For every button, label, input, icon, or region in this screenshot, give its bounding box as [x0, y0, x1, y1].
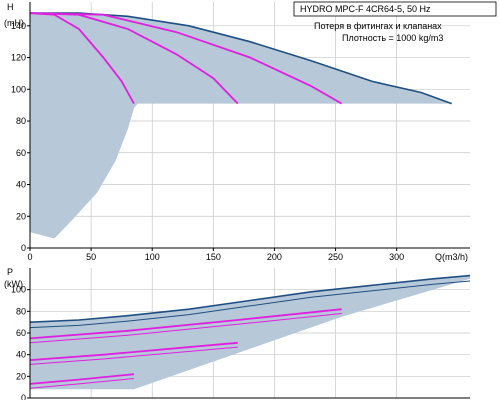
head-operating-region	[30, 13, 452, 239]
chart-title: HYDRO MPC-F 4CR64-5, 50 Hz	[300, 4, 431, 14]
head-y-tick-label: 20	[16, 211, 26, 221]
power-pump-curve-lower-1	[29, 378, 134, 389]
power-pump-curve-lower-2	[29, 346, 238, 365]
head-x-tick-label: 300	[389, 252, 404, 262]
head-y-tick-label: 60	[16, 148, 26, 158]
head-y-tick-label: 0	[21, 243, 26, 253]
power-operating-region	[30, 275, 470, 390]
head-x-tick-label: 200	[267, 252, 282, 262]
top-axes: 0 20 40 60 80 100 120 140 0 50 100 150 200 250 300 H (mH…	[4, 2, 470, 262]
top-lines	[29, 12, 452, 105]
power-pump-curve-2	[29, 341, 238, 361]
power-pump-curve-3	[29, 308, 342, 340]
power-pump-curve-1	[29, 373, 134, 385]
title-box	[293, 1, 497, 17]
top-fill-region	[30, 13, 452, 239]
power-y-tick-label: 40	[16, 350, 26, 360]
head-axis-unit: (mH)	[4, 18, 24, 28]
power-pump-curve-lower-3	[29, 313, 342, 344]
bottom-axes: 0 20 40 60 80 100 P (kW)	[4, 267, 470, 403]
bottom-fill-region	[30, 275, 470, 390]
info-line-fittings: Потеря в фитингах и клапанах	[314, 21, 442, 31]
head-x-tick-label: 250	[328, 252, 343, 262]
head-x-axis-label: Q(m3/h)	[435, 252, 468, 262]
info-box: HYDRO MPC-F 4CR64-5, 50 Hz Потеря в фити…	[293, 1, 497, 43]
power-system-curve	[29, 274, 471, 323]
head-axis-name: H	[7, 2, 14, 12]
power-y-tick-label: 80	[16, 306, 26, 316]
power-y-tick-label: 0	[21, 393, 26, 400]
power-y-tick-label: 60	[16, 328, 26, 338]
power-system-curve-secondary	[29, 280, 471, 329]
power-y-tick-label: 100	[11, 285, 26, 295]
head-y-tick-label: 120	[11, 53, 26, 63]
head-x-tick-label: 50	[86, 252, 96, 262]
head-x-tick-label: 100	[145, 252, 160, 262]
head-x-tick-label: 0	[27, 252, 32, 262]
bottom-lines	[29, 274, 471, 389]
head-y-tick-label: 100	[11, 84, 26, 94]
power-y-tick-label: 20	[16, 371, 26, 381]
head-pump-curve-3	[29, 12, 343, 105]
head-y-tick-label: 80	[16, 116, 26, 126]
info-line-density: Плотность = 1000 kg/m3	[342, 33, 443, 43]
head-x-tick-label: 150	[206, 252, 221, 262]
head-y-tick-label: 140	[11, 21, 26, 31]
power-axis-name: P	[7, 267, 13, 277]
power-axis-unit: (kW)	[4, 279, 23, 289]
head-y-tick-label: 40	[16, 180, 26, 190]
